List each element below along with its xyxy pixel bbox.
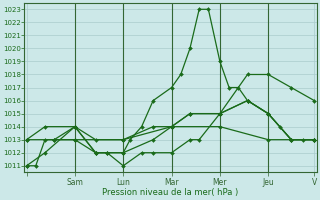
X-axis label: Pression niveau de la mer( hPa ): Pression niveau de la mer( hPa ) <box>102 188 238 197</box>
